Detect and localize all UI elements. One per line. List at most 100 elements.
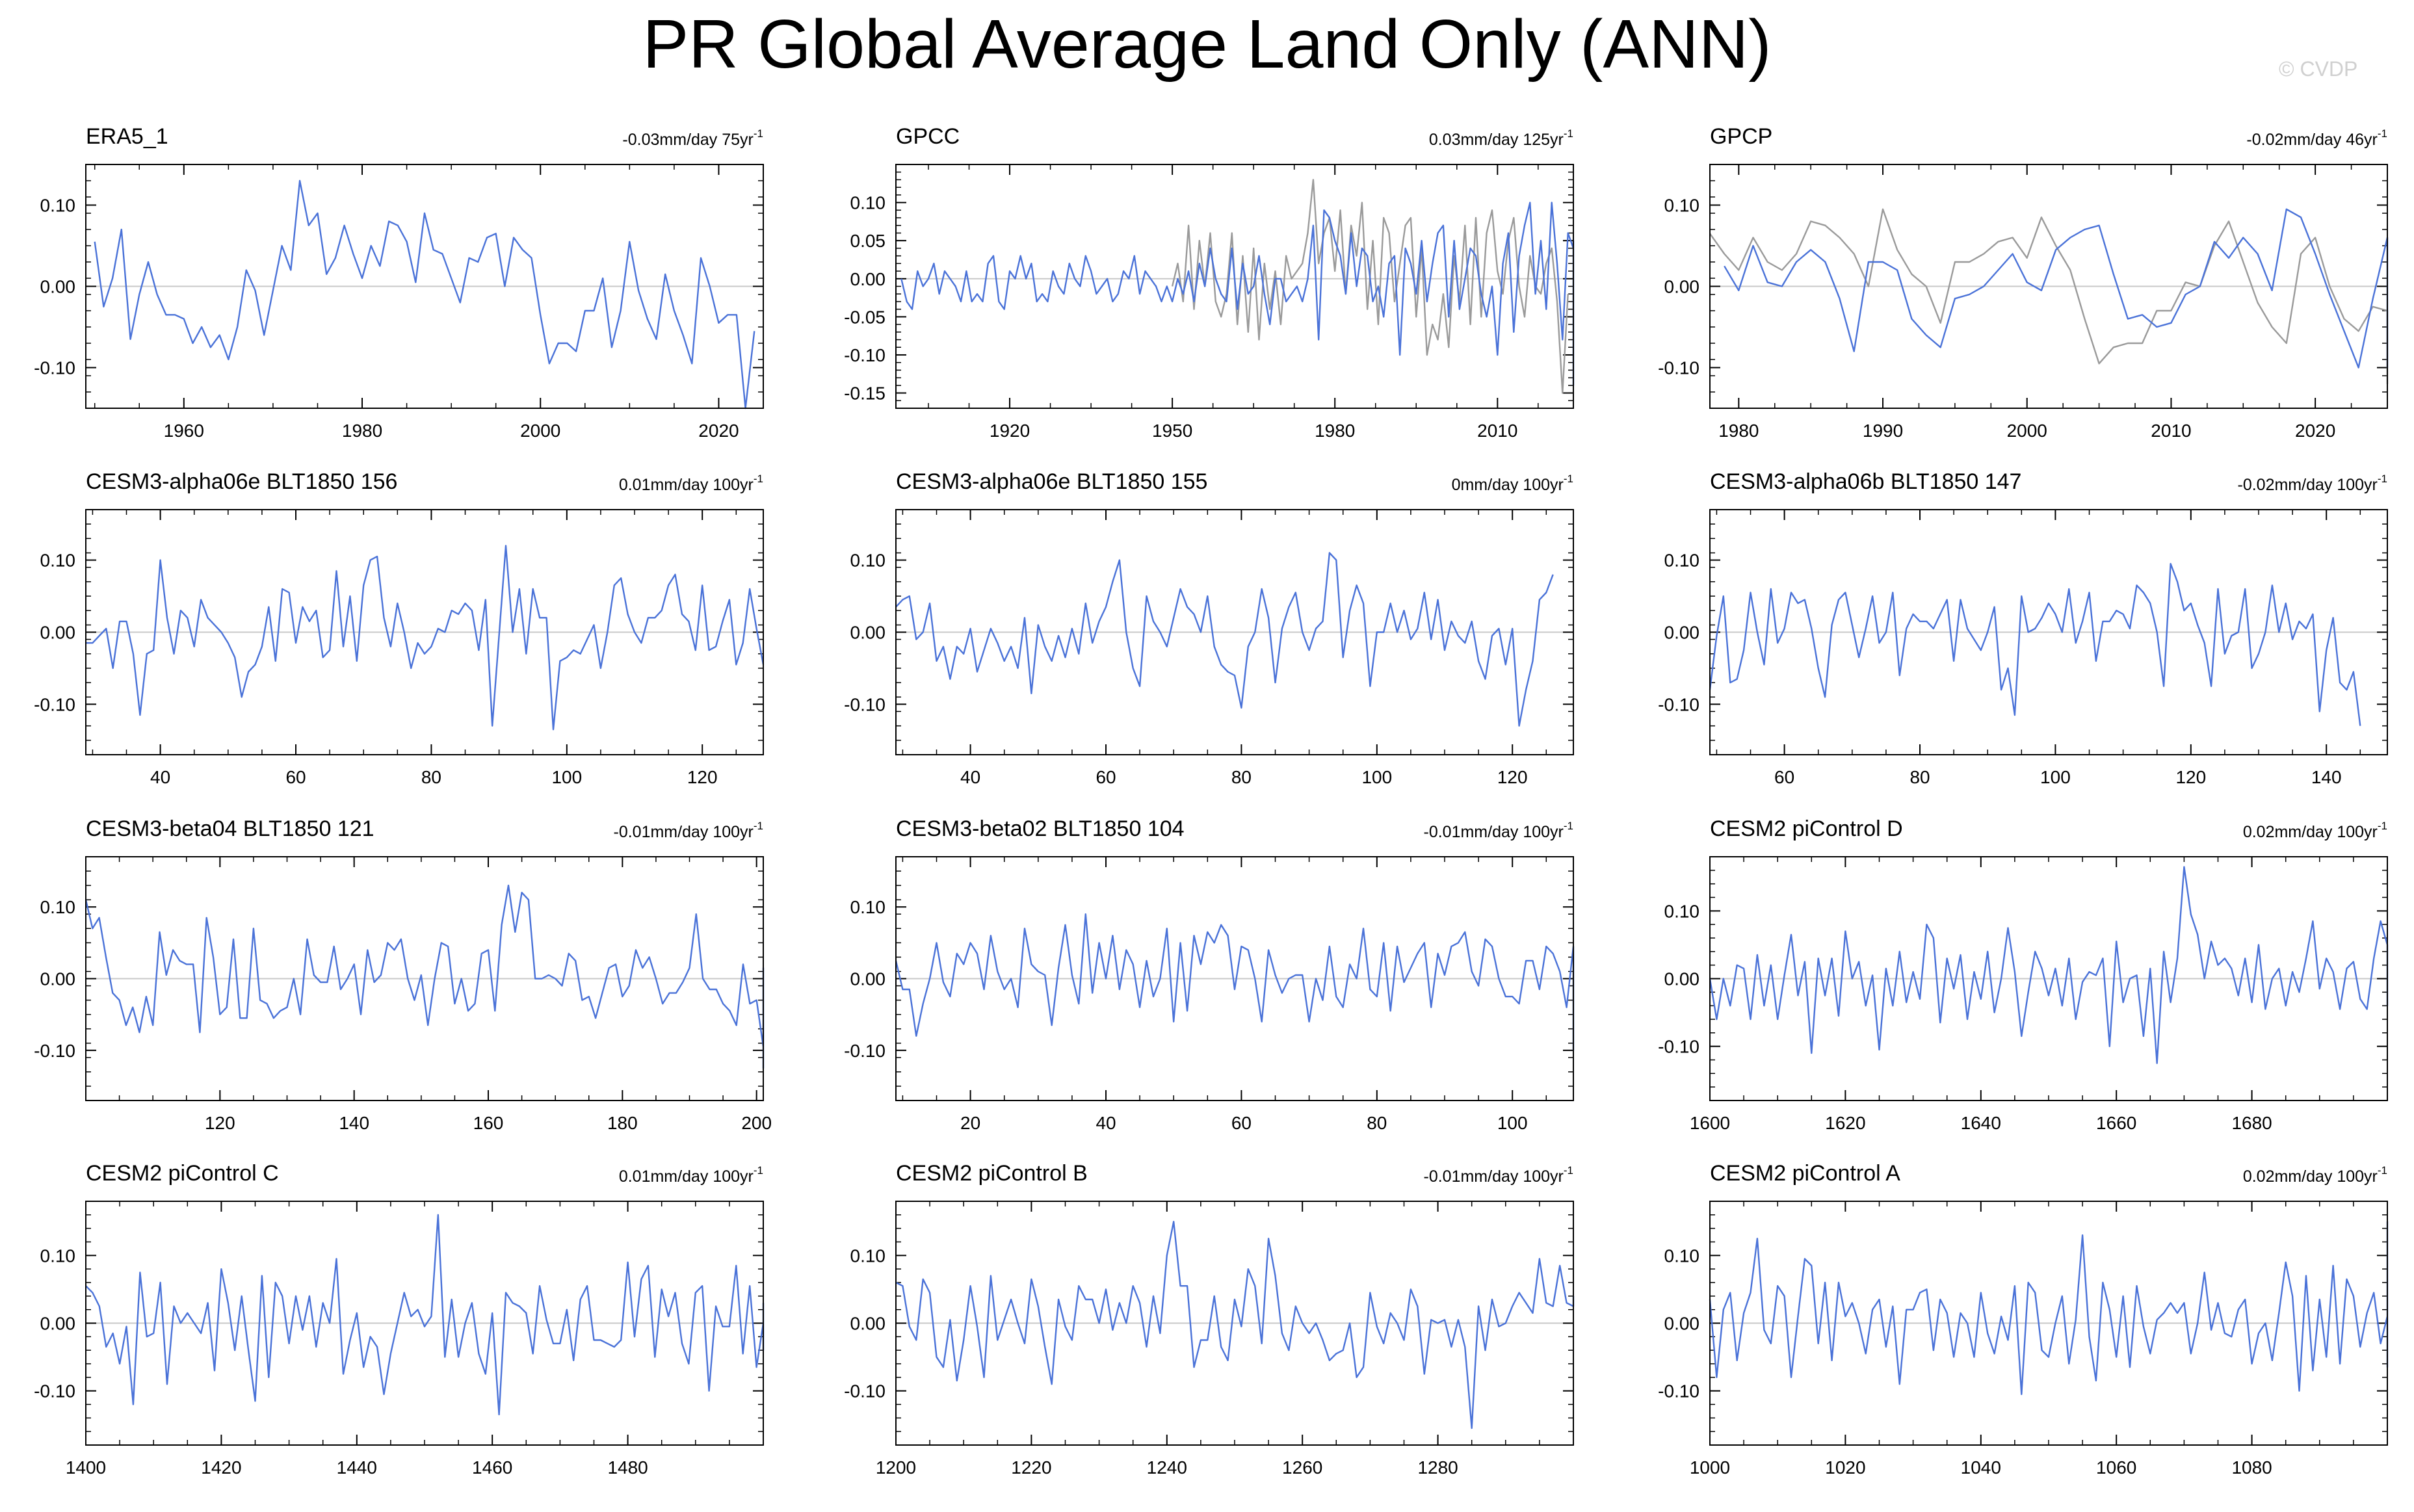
x-tick-label: 80 — [421, 767, 441, 787]
x-tick-label: 100 — [2040, 767, 2071, 787]
x-tick-label: 140 — [339, 1113, 369, 1133]
data-series-line — [85, 1214, 765, 1416]
panel-title: CESM2 piControl A — [1710, 1161, 1900, 1186]
plot-frame — [85, 856, 764, 1101]
x-tick-label: 1200 — [876, 1457, 916, 1478]
trend-label: 0.02mm/day 100yr-1 — [2243, 1164, 2387, 1186]
x-tick-label: 120 — [687, 767, 718, 787]
x-tick-label: 2000 — [2007, 421, 2047, 441]
x-tick-label: 1600 — [1690, 1113, 1730, 1133]
trend-unit-exponent: -1 — [2378, 127, 2387, 140]
trend-label: -0.03mm/day 75yr-1 — [622, 127, 763, 149]
x-tick-label: 40 — [150, 767, 170, 787]
trend-label: 0.02mm/day 100yr-1 — [2243, 820, 2387, 841]
plot-frame — [85, 509, 764, 755]
y-tick-label: 0.10 — [1664, 551, 1700, 571]
x-tick-label: 80 — [1231, 767, 1252, 787]
x-tick-label: 1080 — [2231, 1457, 2272, 1478]
y-tick-label: 0.10 — [40, 551, 76, 571]
line-chart-panel: 40 60 80 100 120 0.10 0.00 -0.10 CESM3-alpha06e … — [844, 469, 1574, 787]
trend-unit-exponent: -1 — [754, 473, 763, 485]
line-chart-panel: 1980 1990 2000 2010 2020 0.10 0.00 -0.10 GPCP -0.… — [1658, 124, 2389, 441]
panel-title: GPCP — [1710, 124, 1772, 149]
y-tick-label: 0.00 — [1664, 277, 1700, 297]
x-tick-label: 2010 — [1477, 421, 1517, 441]
line-chart-panel: 20 40 60 80 100 0.10 0.00 -0.10 CESM3-beta02 BLT… — [844, 816, 1575, 1133]
y-tick-label: -0.10 — [1658, 1381, 1699, 1401]
y-tick-label: 0.00 — [850, 969, 886, 989]
plot-frame — [895, 509, 1574, 755]
panel-title: GPCC — [896, 124, 960, 149]
trend-unit-exponent: -1 — [1564, 820, 1573, 832]
x-tick-label: 120 — [205, 1113, 235, 1133]
data-series-line — [1709, 208, 2389, 385]
panel-title: CESM2 piControl D — [1710, 816, 1903, 841]
trend-unit-exponent: -1 — [2378, 473, 2387, 485]
y-tick-label: 0.00 — [1664, 969, 1700, 989]
x-tick-label: 1020 — [1825, 1457, 1865, 1478]
panel-title: ERA5_1 — [86, 124, 168, 149]
trend-label: -0.01mm/day 100yr-1 — [1424, 820, 1574, 841]
y-tick-label: -0.10 — [1658, 1037, 1699, 1057]
x-tick-label: 1400 — [66, 1457, 106, 1478]
data-series-line — [1709, 1221, 2389, 1396]
plot-frame — [895, 164, 1574, 409]
plot-frame — [85, 164, 764, 409]
trend-unit-exponent: -1 — [754, 1164, 763, 1177]
trend-label: -0.01mm/day 100yr-1 — [614, 820, 764, 841]
x-tick-label: 120 — [1497, 767, 1528, 787]
x-tick-label: 1460 — [472, 1457, 512, 1478]
x-tick-label: 2020 — [2295, 421, 2335, 441]
y-tick-label: 0.10 — [850, 1245, 886, 1266]
line-chart-panel: 120 140 160 180 200 0.10 0.00 -0.10 CESM3-beta04… — [34, 816, 772, 1133]
y-tick-label: -0.10 — [1658, 694, 1699, 714]
data-series-line — [94, 179, 755, 410]
y-tick-label: -0.15 — [844, 384, 886, 404]
trend-label: -0.02mm/day 46yr-1 — [2246, 127, 2387, 149]
x-tick-label: 1680 — [2231, 1113, 2272, 1133]
x-tick-label: 1980 — [1718, 421, 1759, 441]
y-tick-label: 0.10 — [850, 551, 886, 571]
x-tick-label: 1260 — [1282, 1457, 1322, 1478]
y-tick-label: 0.00 — [850, 623, 886, 643]
x-tick-label: 1660 — [2096, 1113, 2136, 1133]
y-tick-label: -0.10 — [844, 694, 886, 714]
x-tick-label: 1640 — [1961, 1113, 2001, 1133]
panel-title: CESM3-beta04 BLT1850 121 — [86, 816, 374, 841]
trend-label: -0.01mm/day 100yr-1 — [1424, 1164, 1574, 1186]
x-tick-label: 60 — [1774, 767, 1794, 787]
trend-unit-exponent: -1 — [754, 820, 763, 832]
panel-title: CESM2 piControl B — [896, 1161, 1088, 1186]
panel-title: CESM2 piControl C — [86, 1161, 279, 1186]
line-chart-panel: 40 60 80 100 120 0.10 0.00 -0.10 CESM3-alpha06e … — [34, 469, 765, 787]
x-tick-label: 40 — [960, 767, 980, 787]
y-tick-label: 0.10 — [40, 1245, 76, 1266]
plot-frame — [1709, 1201, 2388, 1446]
trend-label: 0.01mm/day 100yr-1 — [619, 473, 763, 494]
data-series-line — [895, 913, 1575, 1052]
x-tick-label: 1950 — [1152, 421, 1192, 441]
y-tick-label: 0.00 — [40, 277, 76, 297]
trend-unit-exponent: -1 — [2378, 1164, 2387, 1177]
x-tick-label: 60 — [1095, 767, 1116, 787]
y-tick-label: -0.10 — [34, 1041, 75, 1061]
y-tick-label: 0.00 — [40, 969, 76, 989]
y-tick-label: -0.10 — [1658, 358, 1699, 378]
trend-unit-exponent: -1 — [2378, 820, 2387, 832]
x-tick-label: 1440 — [337, 1457, 377, 1478]
x-tick-label: 180 — [607, 1113, 638, 1133]
panel-title: CESM3-alpha06b BLT1850 147 — [1710, 469, 2021, 494]
trend-label: 0.01mm/day 100yr-1 — [619, 1164, 763, 1186]
x-tick-label: 1000 — [1690, 1457, 1730, 1478]
plot-frame — [1709, 164, 2388, 409]
x-tick-label: 120 — [2175, 767, 2206, 787]
y-tick-label: 0.10 — [1664, 196, 1700, 216]
y-tick-label: 0.00 — [40, 1314, 76, 1334]
trend-label: 0.03mm/day 125yr-1 — [1429, 127, 1573, 149]
plot-frame — [895, 1201, 1574, 1446]
data-series-line — [1171, 179, 1569, 394]
y-tick-label: 0.00 — [40, 623, 76, 643]
data-series-line — [900, 202, 1575, 386]
data-series-line — [895, 1221, 1575, 1429]
